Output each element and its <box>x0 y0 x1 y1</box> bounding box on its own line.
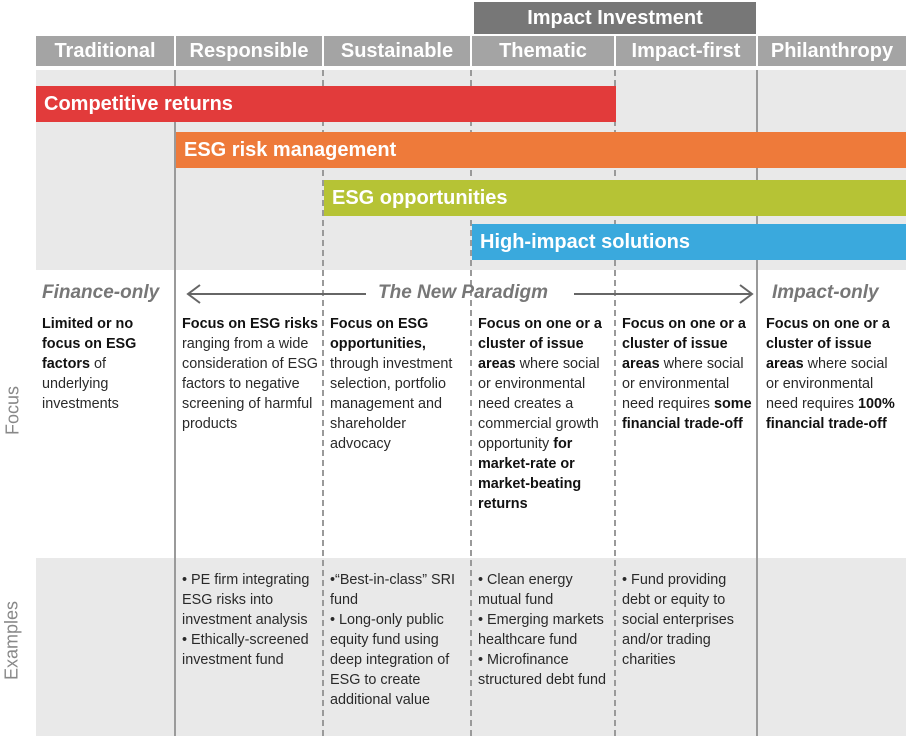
label-new-paradigm: The New Paradigm <box>378 282 548 303</box>
focus-cell-sustainable: Focus on ESG opportunities, through inve… <box>330 314 466 454</box>
impact-investment-header: Impact Investment <box>474 2 756 34</box>
row-label-focus: Focus <box>2 385 23 436</box>
focus-text-run: ranging from a wide consideration of ESG… <box>182 336 318 432</box>
focus-text-run: through investment selection, portfolio … <box>330 356 453 452</box>
label-finance-only: Finance-only <box>42 282 160 303</box>
example-item: •“Best-in-class” SRI fund <box>330 572 455 608</box>
example-item: • PE firm integrating ESG risks into inv… <box>182 572 310 628</box>
column-header-philanthropy: Philanthropy <box>758 36 906 66</box>
focus-text-run: for market-rate or market-beating return… <box>478 436 582 512</box>
focus-text-run: Focus on one or a cluster of issue areas <box>478 316 602 372</box>
focus-text-run: where social or environmental need requi… <box>622 356 744 412</box>
column-header-traditional: Traditional <box>36 36 174 66</box>
column-header-sustainable: Sustainable <box>324 36 470 66</box>
focus-cell-philanthropy: Focus on one or a cluster of issue areas… <box>766 314 902 434</box>
label-impact-only: Impact-only <box>772 282 879 303</box>
focus-text-run: Focus on ESG opportunities, <box>330 316 429 352</box>
example-item: • Emerging markets healthcare fund <box>478 612 604 648</box>
focus-text-run: where social or environmental need requi… <box>766 356 888 412</box>
focus-text-run: Limited or no focus on ESG factors <box>42 316 137 372</box>
examples-cell-sustainable: •“Best-in-class” SRI fund • Long-only pub… <box>330 570 466 710</box>
divider-responsible-sustainable <box>322 70 324 736</box>
column-header-thematic: Thematic <box>472 36 614 66</box>
example-item: • Ethically-screened investment fund <box>182 632 309 668</box>
focus-cell-responsible: Focus on ESG risks ranging from a wide c… <box>182 314 318 434</box>
example-item: • Clean energy mutual fund <box>478 572 573 608</box>
example-item: • Microfinance structured debt fund <box>478 652 606 688</box>
focus-cell-impact-first: Focus on one or a cluster of issue areas… <box>622 314 754 434</box>
column-header-impact-first: Impact-first <box>616 36 756 66</box>
divider-traditional-responsible <box>174 70 176 736</box>
paradigm-arrow <box>186 284 754 304</box>
divider-impact-first-philanthropy <box>756 70 758 736</box>
bar-competitive-returns: Competitive returns <box>36 86 616 122</box>
focus-text-run: Focus on one or a cluster of issue areas <box>622 316 746 372</box>
focus-text-run: 100% financial trade-off <box>766 396 895 432</box>
examples-cell-thematic: • Clean energy mutual fund • Emerging mar… <box>478 570 612 690</box>
focus-text-run: some financial trade-off <box>622 396 752 432</box>
focus-cell-traditional: Limited or no focus on ESG factors of un… <box>42 314 170 414</box>
examples-cell-responsible: • PE firm integrating ESG risks into inv… <box>182 570 318 670</box>
column-header-responsible: Responsible <box>176 36 322 66</box>
bar-esg-risk-management: ESG risk management <box>176 132 906 168</box>
focus-text-run: Focus on one or a cluster of issue areas <box>766 316 890 372</box>
example-item: • Long-only public equity fund using dee… <box>330 612 450 708</box>
divider-thematic-impact-first <box>614 70 616 736</box>
examples-cell-impact-first: • Fund providing debt or equity to socia… <box>622 570 754 670</box>
example-item: • Fund providing debt or equity to socia… <box>622 572 734 668</box>
row-label-examples: Examples <box>1 600 22 681</box>
focus-cell-thematic: Focus on one or a cluster of issue areas… <box>478 314 612 514</box>
focus-text-run: where social or environmental need creat… <box>478 356 600 452</box>
divider-sustainable-thematic <box>470 70 472 736</box>
bar-esg-opportunities: ESG opportunities <box>324 180 906 216</box>
arrow-left-head <box>186 284 201 304</box>
focus-text-run: Focus on ESG risks <box>182 316 318 332</box>
bar-high-impact-solutions: High-impact solutions <box>472 224 906 260</box>
focus-text-run: of underlying investments <box>42 356 119 412</box>
arrow-right-head <box>739 284 754 304</box>
